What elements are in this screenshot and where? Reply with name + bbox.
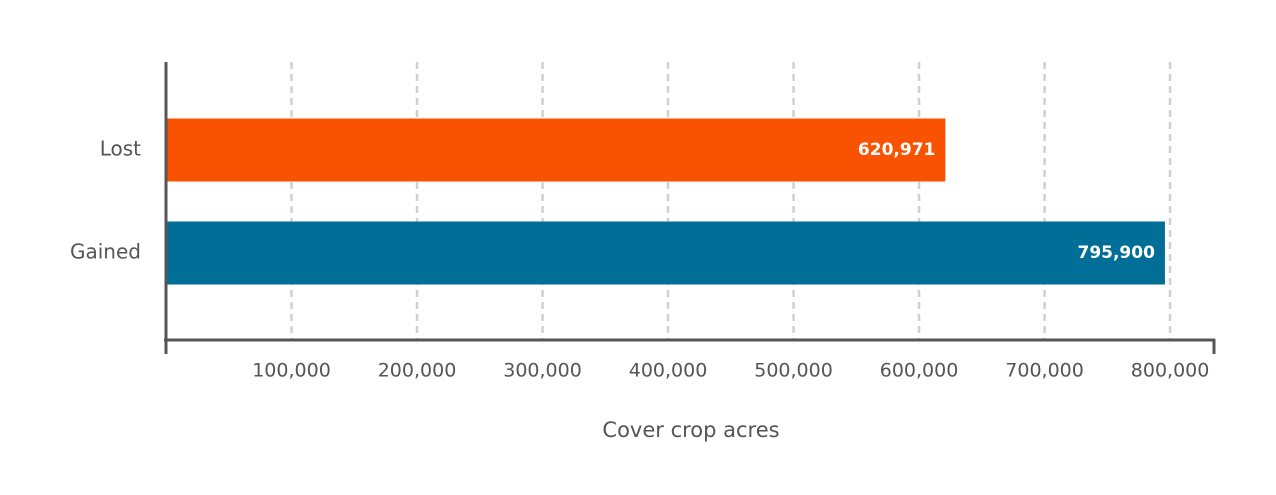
x-axis-label: Cover crop acres	[602, 418, 779, 442]
x-tick-label: 200,000	[378, 360, 457, 382]
x-tick-label: 700,000	[1005, 360, 1084, 382]
x-tick-label: 600,000	[880, 360, 959, 382]
x-tick-label: 400,000	[629, 360, 708, 382]
bar	[166, 118, 946, 182]
category-label: Lost	[100, 137, 141, 161]
plot: 100,000 200,000 300,000 400,000 500,000 600,0…	[70, 62, 1209, 382]
x-tick-label: 300,000	[503, 360, 582, 382]
value-label: 620,971	[858, 140, 935, 160]
x-tick-label: 800,000	[1131, 360, 1210, 382]
value-label: 795,900	[1077, 243, 1155, 263]
bar	[166, 221, 1165, 285]
category-label: Gained	[70, 240, 141, 264]
x-tick-label: 500,000	[754, 360, 833, 382]
x-tick-label: 100,000	[252, 360, 331, 382]
